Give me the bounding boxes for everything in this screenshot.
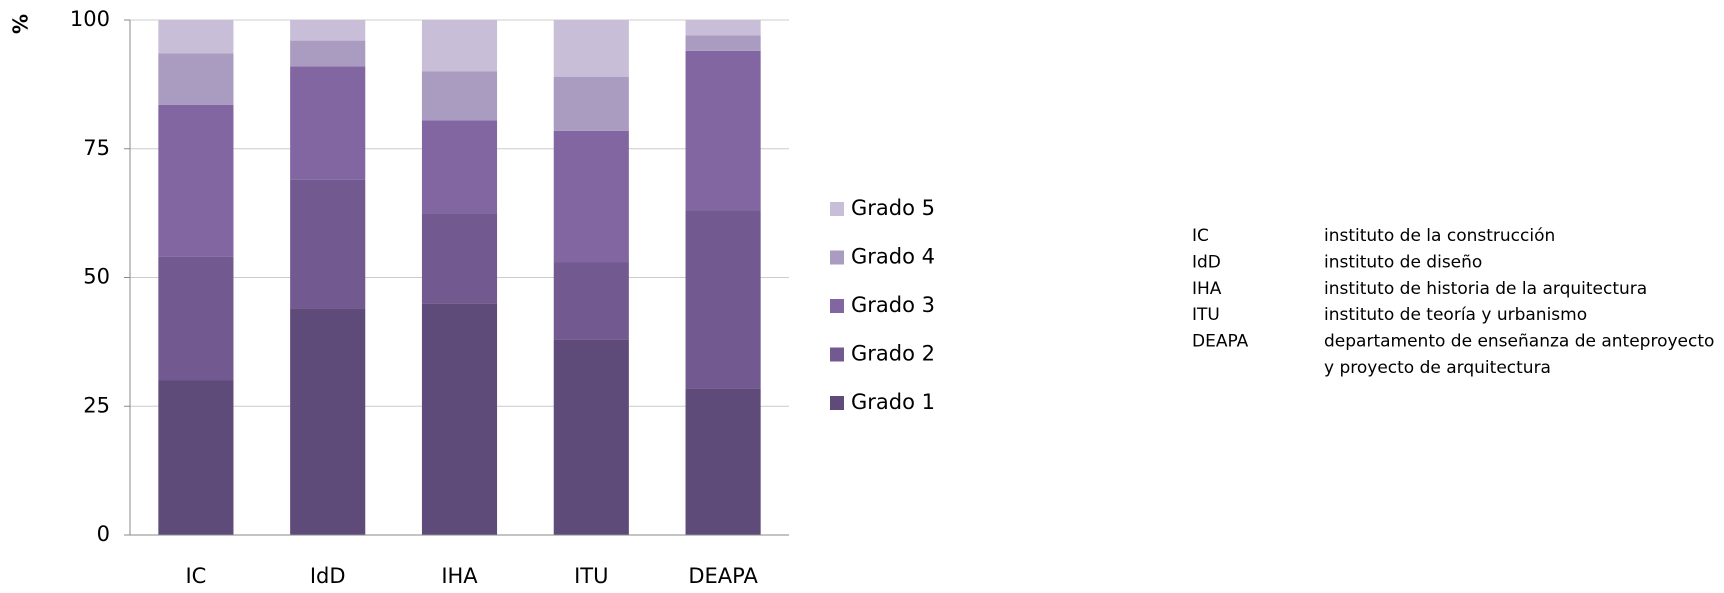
glossary-desc: instituto de historia de la arquitectura bbox=[1324, 279, 1647, 299]
legend-label: Grado 4 bbox=[851, 245, 935, 269]
bar-segment bbox=[290, 66, 366, 180]
legend-swatch bbox=[830, 396, 844, 410]
glossary-desc: instituto de teoría y urbanismo bbox=[1324, 305, 1587, 325]
bar-segment bbox=[421, 120, 498, 214]
legend-swatch bbox=[830, 250, 844, 265]
bar-segment bbox=[553, 20, 629, 77]
legend-swatch bbox=[830, 202, 844, 216]
bar-segment bbox=[290, 308, 366, 535]
x-tick-label: IC bbox=[185, 564, 206, 588]
x-tick-label: DEAPA bbox=[688, 564, 758, 588]
bar-segment bbox=[290, 20, 366, 41]
glossary-abbr: ITU bbox=[1192, 305, 1220, 325]
glossary-abbr: IC bbox=[1192, 226, 1209, 246]
legend-swatch bbox=[830, 347, 844, 362]
bar-segment bbox=[158, 380, 234, 535]
bar-segment bbox=[685, 50, 761, 211]
glossary-abbr: IHA bbox=[1192, 279, 1222, 299]
bar-segment bbox=[685, 388, 761, 535]
bar-segment bbox=[158, 53, 234, 105]
bar-segment bbox=[553, 76, 629, 131]
x-tick-label: IHA bbox=[441, 564, 478, 588]
bar-segment bbox=[685, 210, 761, 389]
bar-segment bbox=[421, 20, 498, 72]
glossary-abbr: IdD bbox=[1192, 252, 1221, 272]
bar-segment bbox=[158, 104, 234, 257]
glossary-desc: instituto de la construcción bbox=[1324, 226, 1555, 246]
legend-label: Grado 2 bbox=[851, 342, 935, 366]
glossary-desc: departamento de enseñanza de anteproyect… bbox=[1324, 332, 1714, 352]
y-tick-label: 25 bbox=[83, 393, 110, 417]
y-tick-label: 0 bbox=[97, 522, 110, 546]
bar-segment bbox=[421, 71, 498, 121]
bar-segment bbox=[421, 303, 498, 535]
bar-segment bbox=[290, 40, 366, 67]
glossary-desc: instituto de diseño bbox=[1324, 252, 1482, 272]
y-tick-label: 50 bbox=[83, 265, 110, 289]
glossary-abbr: DEAPA bbox=[1192, 332, 1249, 352]
legend-label: Grado 1 bbox=[851, 390, 935, 414]
bar-segment bbox=[553, 130, 629, 263]
legend-swatch bbox=[830, 299, 844, 313]
x-tick-label: IdD bbox=[310, 564, 346, 588]
bar-segment bbox=[553, 262, 629, 340]
glossary-desc: y proyecto de arquitectura bbox=[1324, 358, 1551, 378]
y-tick-label: 100 bbox=[70, 7, 110, 31]
bar-segment bbox=[553, 339, 629, 535]
legend-label: Grado 3 bbox=[851, 293, 935, 317]
bar-segment bbox=[685, 35, 761, 51]
bar-segment bbox=[158, 20, 234, 54]
bar-segment bbox=[290, 179, 366, 309]
legend-label: Grado 5 bbox=[851, 196, 935, 220]
bar-segment bbox=[685, 20, 761, 36]
bar-segment bbox=[158, 256, 234, 381]
x-tick-label: ITU bbox=[574, 564, 608, 588]
y-axis-label: % bbox=[9, 14, 33, 34]
bar-segment bbox=[421, 213, 498, 304]
y-tick-label: 75 bbox=[83, 136, 110, 160]
